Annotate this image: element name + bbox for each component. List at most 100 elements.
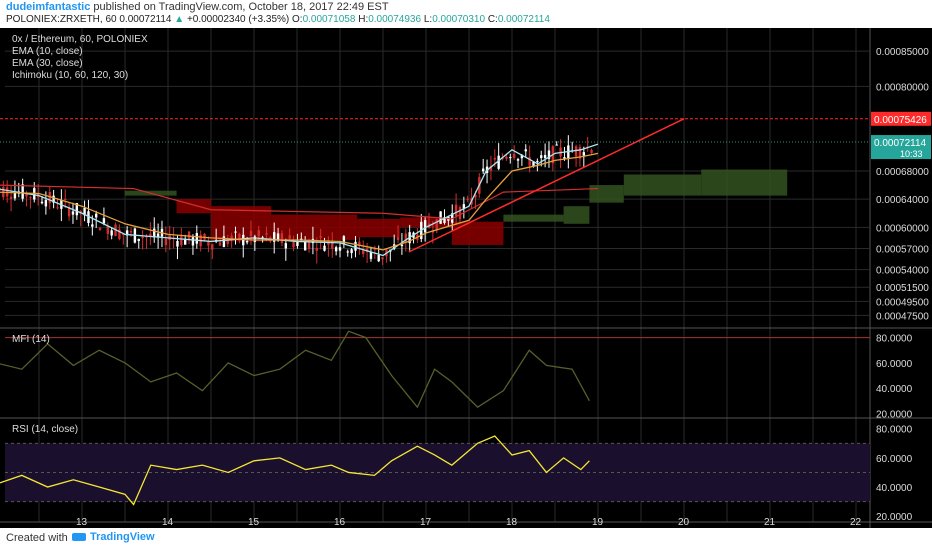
candle-body [377, 255, 380, 262]
x-tick-label: 17 [420, 517, 432, 528]
candle-body [334, 247, 338, 252]
open-label: O: [292, 14, 303, 25]
candle-body [94, 213, 98, 218]
cloud-bear [271, 214, 358, 241]
candle-body [257, 230, 260, 237]
candle-body [238, 233, 241, 241]
mfi-tick-label: 40.0000 [876, 384, 913, 395]
candle-body [207, 241, 210, 246]
candle-body [590, 149, 593, 153]
legend-entry: EMA (10, close) [12, 46, 83, 57]
candle-body [222, 236, 226, 247]
candle-body [253, 236, 257, 242]
candle-body [44, 199, 48, 207]
current-price-label: 0.00072114 [874, 138, 927, 149]
candle-body [547, 150, 551, 159]
candle-body [373, 248, 377, 250]
x-tick-label: 22 [850, 517, 862, 528]
candle-body [180, 236, 183, 246]
candle-body [532, 161, 535, 166]
ema-line-30 [0, 152, 599, 251]
up-arrow-icon: ▲ [174, 14, 185, 25]
candle-body [331, 240, 334, 249]
low-value: 0.00070310 [432, 14, 486, 25]
candle-body [354, 241, 357, 251]
candle-body [443, 217, 446, 224]
candle-body [273, 232, 276, 242]
rsi-tick-label: 20.0000 [876, 512, 913, 523]
mfi-title: MFI (14) [12, 334, 50, 345]
candle-body [249, 230, 253, 237]
candle-body [423, 219, 427, 233]
countdown-label: 10:33 [900, 149, 923, 159]
mfi-line [0, 330, 590, 409]
candle-body [563, 157, 566, 160]
candle-body [338, 247, 342, 251]
candle-body [21, 184, 24, 199]
chart-area[interactable]: 0.00085000 0.00080000 0.00068000 0.00064000… [0, 28, 932, 528]
x-tick-label: 18 [506, 517, 518, 528]
candle-body [346, 251, 349, 253]
x-tick-label: 14 [162, 517, 174, 528]
cloud-bull [623, 174, 702, 196]
candle-body [528, 157, 531, 166]
candle-body [245, 241, 249, 243]
x-tick-label: 19 [592, 517, 604, 528]
mfi-tick-label: 60.0000 [876, 359, 913, 370]
publish-info: published on TradingView.com, October 18… [93, 1, 389, 13]
candle-body [435, 219, 438, 231]
candle-body [40, 201, 44, 204]
candle-body [288, 235, 291, 239]
price-tick-label: 0.00054000 [876, 266, 929, 277]
tradingview-logo[interactable]: TradingView [72, 531, 155, 543]
candle-body [234, 231, 237, 233]
candle-body [118, 229, 121, 239]
candle-body [462, 204, 466, 209]
candle-body [578, 146, 582, 159]
candle-body [300, 238, 303, 241]
candle-body [75, 203, 79, 216]
candle-body [184, 238, 187, 245]
candle-body [9, 196, 13, 199]
price-tick-label: 0.00068000 [876, 167, 929, 178]
ohlc-line: POLONIEX:ZRXETH, 60 0.00072114 ▲ +0.0000… [6, 14, 550, 25]
candle-body [369, 252, 373, 259]
candle-body [555, 144, 558, 146]
candle-body [493, 157, 496, 160]
candle-body [156, 233, 160, 238]
candle-body [276, 233, 280, 241]
candle-body [191, 237, 195, 246]
price-tick-label: 0.00080000 [876, 82, 929, 93]
x-tick-label: 15 [248, 517, 260, 528]
candle-body [29, 196, 32, 198]
candle-body [481, 168, 485, 172]
price-tick-label: 0.00049500 [876, 297, 929, 308]
author-link[interactable]: dudeimfantastic [6, 1, 91, 13]
legend-entry: EMA (30, close) [12, 58, 83, 69]
x-tick-label: 21 [764, 517, 776, 528]
candle-body [230, 235, 233, 240]
candle-body [261, 237, 264, 239]
candle-body [176, 240, 179, 247]
candle-body [265, 233, 268, 235]
candle-body [474, 194, 477, 198]
candle-body [319, 236, 322, 238]
chart-svg[interactable]: 0.00085000 0.00080000 0.00068000 0.00064000… [0, 28, 932, 528]
candle-body [48, 192, 51, 204]
candle-body [536, 160, 539, 162]
candle-body [323, 245, 326, 251]
price-tick-label: 0.00064000 [876, 195, 929, 206]
candle-body [400, 244, 404, 247]
mfi-tick-label: 20.0000 [876, 409, 913, 420]
candle-body [71, 211, 75, 215]
candle-body [56, 207, 59, 209]
legend-entry: Ichimoku (10, 60, 120, 30) [12, 70, 128, 81]
resistance-price-tag [871, 111, 931, 126]
candle-body [292, 241, 295, 248]
price-tick-label: 0.00057000 [876, 244, 929, 255]
candle-body [102, 218, 106, 224]
candle-body [381, 257, 384, 260]
footer: Created with TradingView [0, 528, 932, 550]
mfi-tick-label: 80.0000 [876, 334, 913, 345]
cloud-bear [451, 221, 504, 245]
